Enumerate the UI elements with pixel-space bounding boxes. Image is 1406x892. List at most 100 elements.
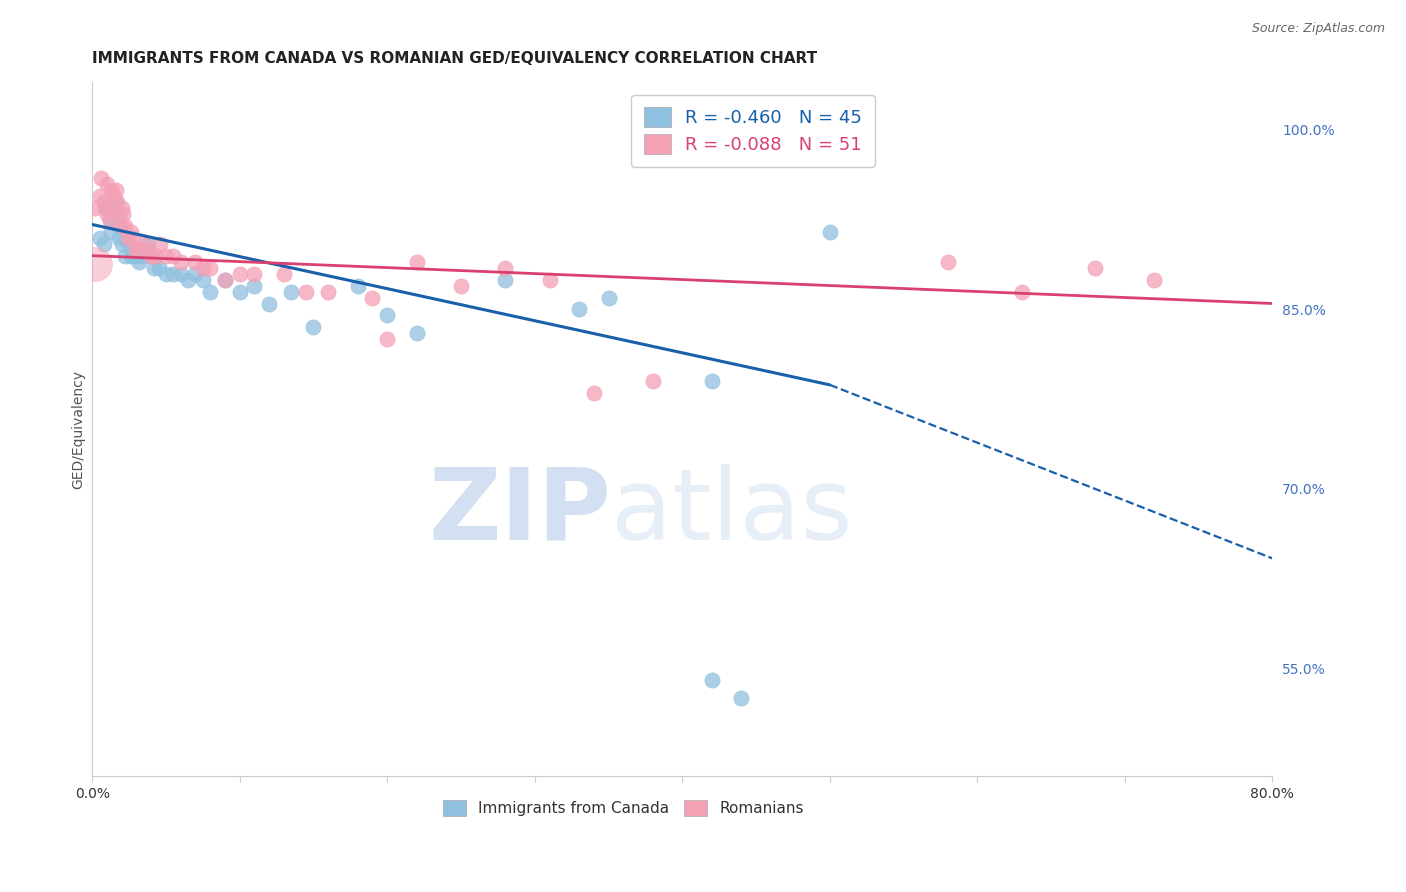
- Point: [84, 257, 107, 271]
- Point: [1084, 260, 1107, 275]
- Point: [375, 309, 398, 323]
- Point: [136, 243, 159, 257]
- Point: [346, 278, 368, 293]
- Point: [100, 225, 122, 239]
- Point: [184, 254, 207, 268]
- Point: [1143, 272, 1166, 286]
- Point: [214, 272, 236, 286]
- Point: [730, 691, 752, 706]
- Point: [162, 267, 184, 281]
- Point: [200, 285, 222, 299]
- Point: [117, 230, 139, 244]
- Text: atlas: atlas: [612, 464, 853, 561]
- Point: [90, 170, 112, 185]
- Point: [129, 249, 152, 263]
- Point: [104, 194, 127, 209]
- Point: [361, 291, 384, 305]
- Point: [700, 673, 723, 688]
- Point: [243, 278, 266, 293]
- Point: [107, 207, 129, 221]
- Text: IMMIGRANTS FROM CANADA VS ROMANIAN GED/EQUIVALENCY CORRELATION CHART: IMMIGRANTS FROM CANADA VS ROMANIAN GED/E…: [93, 51, 817, 66]
- Point: [405, 254, 427, 268]
- Point: [273, 267, 295, 281]
- Point: [111, 201, 134, 215]
- Point: [84, 201, 107, 215]
- Point: [141, 249, 163, 263]
- Point: [228, 267, 250, 281]
- Point: [243, 267, 266, 281]
- Point: [450, 278, 472, 293]
- Point: [191, 260, 214, 275]
- Point: [170, 267, 193, 281]
- Point: [375, 332, 398, 346]
- Point: [132, 236, 155, 251]
- Point: [118, 236, 141, 251]
- Point: [143, 260, 166, 275]
- Point: [128, 243, 150, 257]
- Point: [145, 249, 167, 263]
- Y-axis label: GED/Equivalency: GED/Equivalency: [72, 369, 86, 489]
- Point: [105, 194, 128, 209]
- Point: [96, 177, 118, 191]
- Point: [200, 260, 222, 275]
- Point: [228, 285, 250, 299]
- Point: [148, 260, 170, 275]
- Point: [107, 230, 129, 244]
- Point: [94, 201, 117, 215]
- Point: [568, 302, 591, 317]
- Point: [112, 207, 135, 221]
- Point: [89, 189, 111, 203]
- Point: [405, 326, 427, 341]
- Point: [132, 249, 155, 263]
- Point: [96, 207, 118, 221]
- Point: [191, 272, 214, 286]
- Point: [538, 272, 561, 286]
- Legend: Immigrants from Canada, Romanians: Immigrants from Canada, Romanians: [434, 793, 811, 824]
- Point: [122, 230, 145, 244]
- Point: [494, 260, 516, 275]
- Point: [98, 212, 121, 227]
- Point: [128, 254, 150, 268]
- Point: [125, 243, 148, 257]
- Point: [120, 225, 142, 239]
- Point: [104, 183, 127, 197]
- Point: [149, 236, 172, 251]
- Point: [214, 272, 236, 286]
- Point: [177, 272, 200, 286]
- Point: [641, 374, 664, 388]
- Point: [257, 296, 280, 310]
- Point: [700, 374, 723, 388]
- Point: [115, 230, 138, 244]
- Point: [162, 249, 184, 263]
- Point: [122, 249, 145, 263]
- Point: [936, 254, 959, 268]
- Point: [184, 267, 207, 281]
- Point: [111, 236, 134, 251]
- Point: [818, 225, 841, 239]
- Point: [103, 189, 125, 203]
- Point: [93, 194, 115, 209]
- Point: [111, 219, 134, 233]
- Point: [598, 291, 620, 305]
- Point: [125, 243, 148, 257]
- Point: [100, 183, 122, 197]
- Point: [107, 219, 129, 233]
- Point: [136, 236, 159, 251]
- Point: [316, 285, 339, 299]
- Point: [295, 285, 318, 299]
- Point: [280, 285, 302, 299]
- Point: [1011, 285, 1033, 299]
- Point: [582, 386, 605, 401]
- Point: [494, 272, 516, 286]
- Point: [103, 201, 125, 215]
- Point: [170, 254, 193, 268]
- Point: [93, 236, 115, 251]
- Point: [114, 219, 136, 233]
- Point: [96, 201, 118, 215]
- Text: ZIP: ZIP: [429, 464, 612, 561]
- Text: Source: ZipAtlas.com: Source: ZipAtlas.com: [1251, 22, 1385, 36]
- Point: [125, 249, 148, 263]
- Point: [89, 230, 111, 244]
- Point: [155, 267, 177, 281]
- Point: [98, 212, 121, 227]
